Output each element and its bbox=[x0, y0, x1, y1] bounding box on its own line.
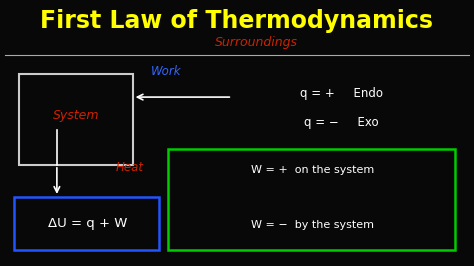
Text: q = +     Endo: q = + Endo bbox=[300, 87, 383, 99]
Text: q = −     Exo: q = − Exo bbox=[304, 116, 379, 129]
Text: First Law of Thermodynamics: First Law of Thermodynamics bbox=[40, 9, 434, 33]
Text: Work: Work bbox=[151, 65, 181, 78]
Text: W = +  on the system: W = + on the system bbox=[251, 165, 374, 175]
Text: W = −  by the system: W = − by the system bbox=[251, 220, 374, 230]
Text: Heat: Heat bbox=[116, 161, 144, 174]
Bar bbox=[19, 74, 133, 165]
Text: System: System bbox=[53, 109, 99, 122]
Text: ΔU = q + W: ΔU = q + W bbox=[48, 217, 128, 230]
Text: Surroundings: Surroundings bbox=[214, 36, 298, 49]
Bar bbox=[14, 197, 159, 250]
Bar bbox=[168, 149, 455, 250]
